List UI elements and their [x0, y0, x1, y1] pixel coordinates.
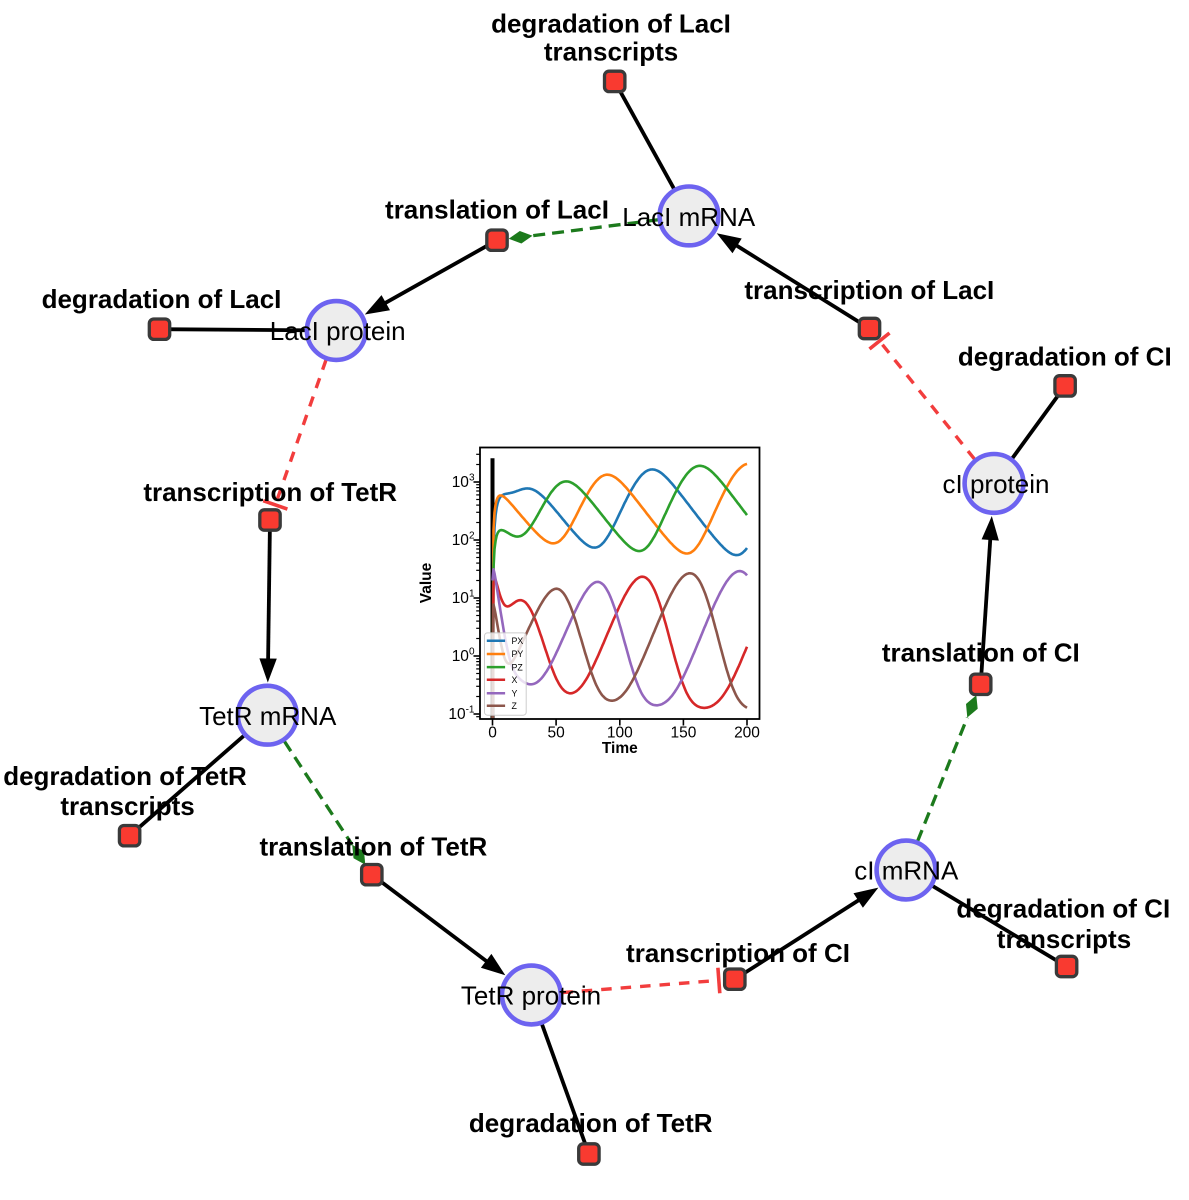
svg-text:50: 50: [547, 725, 565, 742]
svg-text:transcription of CI: transcription of CI: [626, 938, 850, 968]
svg-text:Time: Time: [602, 740, 638, 757]
svg-text:degradation of TetR: degradation of TetR: [3, 761, 247, 791]
svg-text:200: 200: [734, 725, 760, 742]
svg-text:translation of CI: translation of CI: [882, 638, 1080, 668]
svg-text:Y: Y: [512, 688, 518, 698]
svg-text:TetR mRNA: TetR mRNA: [199, 701, 337, 731]
svg-text:X: X: [512, 675, 518, 685]
svg-text:degradation of CI: degradation of CI: [958, 342, 1172, 372]
svg-text:150: 150: [670, 725, 696, 742]
svg-text:Value: Value: [418, 562, 435, 603]
svg-text:degradation of LacI: degradation of LacI: [491, 8, 731, 38]
svg-text:transcripts: transcripts: [60, 791, 194, 821]
svg-text:PX: PX: [512, 636, 524, 646]
svg-text:0: 0: [488, 725, 497, 742]
svg-text:degradation of LacI: degradation of LacI: [42, 284, 282, 314]
svg-text:100: 100: [607, 725, 633, 742]
svg-text:degradation of CI: degradation of CI: [956, 893, 1170, 923]
svg-text:Z: Z: [512, 701, 518, 711]
svg-text:transcripts: transcripts: [544, 37, 678, 67]
svg-text:cI mRNA: cI mRNA: [854, 855, 959, 885]
svg-text:PZ: PZ: [512, 662, 524, 672]
svg-text:cI protein: cI protein: [943, 469, 1050, 499]
svg-text:transcripts: transcripts: [997, 924, 1131, 954]
svg-text:translation of LacI: translation of LacI: [385, 195, 609, 225]
svg-text:translation of TetR: translation of TetR: [260, 832, 488, 862]
svg-text:TetR protein: TetR protein: [461, 980, 601, 1010]
svg-text:degradation of TetR: degradation of TetR: [469, 1108, 713, 1138]
svg-text:PY: PY: [512, 649, 524, 659]
svg-text:LacI mRNA: LacI mRNA: [622, 202, 756, 232]
svg-text:LacI protein: LacI protein: [270, 316, 406, 346]
svg-text:transcription of TetR: transcription of TetR: [143, 477, 397, 507]
svg-text:transcription of LacI: transcription of LacI: [744, 275, 994, 305]
